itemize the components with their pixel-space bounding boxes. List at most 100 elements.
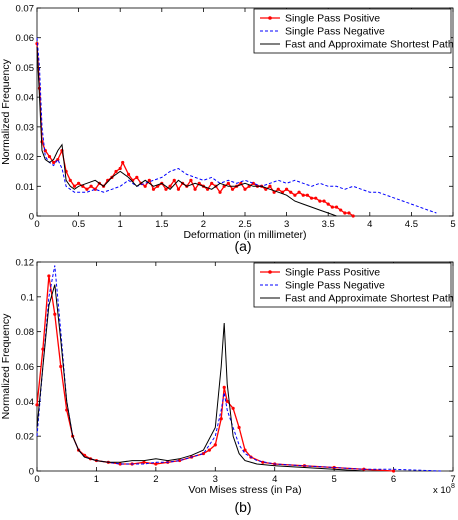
chart-deformation: 0 0.5 1 1.5 2 2.5 3 3.5 4 4.5 5 0 0.01 0.02 0.03 0.04 0.… <box>0 4 456 242</box>
series-marker <box>118 462 122 466</box>
series-marker <box>318 199 322 203</box>
y-tick-label: 0.06 <box>16 33 35 44</box>
series-marker <box>243 448 247 452</box>
y-tick-label: 0.12 <box>16 258 35 269</box>
y-tick-label: 0.02 <box>16 152 35 163</box>
x-tick-label: 4 <box>272 474 277 485</box>
legend-box <box>253 8 452 54</box>
series-marker <box>41 347 45 351</box>
series-marker <box>126 172 131 176</box>
series-marker <box>268 184 272 188</box>
legend-label: Single Pass Negative <box>285 26 385 38</box>
series-marker <box>47 274 51 278</box>
y-tick-label: 0.07 <box>16 4 35 15</box>
y-tick-label: 0 <box>29 212 34 223</box>
series-marker <box>261 460 265 464</box>
series-marker <box>330 205 334 209</box>
series-marker <box>237 425 241 430</box>
series-marker <box>168 184 172 188</box>
series-marker <box>154 462 158 466</box>
series-marker <box>309 196 314 200</box>
series-marker <box>347 211 351 215</box>
x-tick-label: 1 <box>118 219 123 230</box>
y-tick-label: 0.08 <box>16 327 35 338</box>
series-marker <box>289 190 293 194</box>
series-line-2 <box>36 284 364 472</box>
series-marker <box>218 190 222 194</box>
x-axis-label: Deformation (in millimeter) <box>183 229 306 241</box>
x-tick-label: 3.5 <box>322 219 335 230</box>
y-axis-label: Normalized Frequency <box>0 313 12 419</box>
y-tick-label: 0.02 <box>16 432 35 443</box>
x-tick-label: 3 <box>284 219 289 230</box>
series-marker <box>297 190 301 194</box>
series-marker <box>225 399 229 403</box>
series-marker <box>85 187 89 191</box>
series-marker <box>118 166 122 171</box>
y-tick-label: 0.03 <box>16 122 35 133</box>
series-marker <box>201 451 205 456</box>
series-marker <box>172 178 176 182</box>
series-marker <box>147 178 151 182</box>
y-axis-label: Normalized Frequency <box>0 58 12 164</box>
x-tick-label: 5 <box>450 219 455 230</box>
y-tick-label: 0.04 <box>16 93 35 104</box>
series-marker <box>65 408 69 412</box>
series-marker <box>142 460 146 464</box>
legend-marker <box>268 270 272 274</box>
chart-von-mises-stress: 0 1 2 3 4 5 6 7 0 0.02 0.04 0.06 0.08 0.1 0.12 Von Mise… <box>0 258 456 497</box>
series-marker <box>178 458 182 463</box>
series-line-1 <box>36 37 437 214</box>
series-marker <box>135 175 139 179</box>
series-marker <box>230 187 235 191</box>
series-marker <box>164 187 168 191</box>
series-marker <box>35 403 39 407</box>
series-marker <box>305 193 309 197</box>
series-marker <box>77 181 81 185</box>
series-marker <box>143 184 147 188</box>
series-marker <box>53 312 57 316</box>
series-marker <box>351 214 355 218</box>
legend-label: Single Pass Positive <box>285 267 380 279</box>
series-marker <box>243 187 247 191</box>
series-marker <box>219 417 223 421</box>
series-marker <box>176 187 181 191</box>
series-marker <box>114 169 118 174</box>
series-line-2 <box>36 46 337 217</box>
series-marker <box>89 184 93 188</box>
series-line-1 <box>36 265 442 472</box>
series-marker <box>314 196 318 200</box>
series-marker <box>193 187 197 191</box>
x-multiplier: x 108 <box>433 483 455 496</box>
series-marker <box>322 199 326 203</box>
x-tick-label: 5 <box>331 474 336 485</box>
x-tick-label: 0 <box>34 474 39 485</box>
x-tick-label: 0.5 <box>72 219 85 230</box>
series-marker <box>68 178 72 182</box>
series-marker <box>285 187 289 191</box>
series-marker <box>276 187 280 191</box>
series-marker <box>189 178 193 182</box>
y-tick-label: 0.05 <box>16 63 35 74</box>
caption-a: (a) <box>234 238 251 254</box>
y-tick-label: 0.1 <box>21 292 34 303</box>
series-marker <box>47 154 52 159</box>
series-marker <box>343 211 347 215</box>
x-tick-label: 6 <box>391 474 396 485</box>
caption-b: (b) <box>234 499 251 515</box>
x-tick-label: 2.5 <box>238 219 251 230</box>
legend-label: Single Pass Positive <box>285 13 380 25</box>
series-marker <box>121 160 125 165</box>
legend-label: Single Pass Negative <box>285 280 385 292</box>
series-marker <box>59 364 63 369</box>
x-tick-label: 2 <box>153 474 158 485</box>
series-marker <box>226 181 230 185</box>
y-tick-label: 0.06 <box>16 362 35 373</box>
x-tick-label: 4.5 <box>405 219 418 230</box>
series-marker <box>334 205 339 209</box>
series-marker <box>52 160 56 165</box>
series-marker <box>326 202 330 206</box>
series-marker <box>210 181 214 185</box>
series-marker <box>231 406 235 410</box>
